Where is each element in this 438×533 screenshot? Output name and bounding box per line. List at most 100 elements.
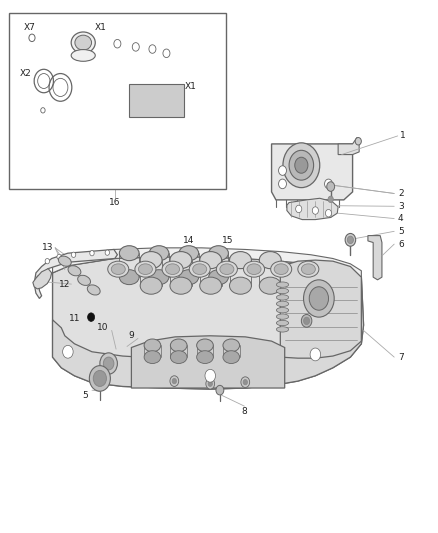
Ellipse shape — [140, 252, 162, 269]
Circle shape — [88, 313, 95, 321]
Text: 4: 4 — [398, 214, 403, 223]
Ellipse shape — [298, 261, 319, 277]
Ellipse shape — [189, 261, 210, 277]
Text: 16: 16 — [109, 198, 120, 207]
Ellipse shape — [230, 252, 251, 269]
Ellipse shape — [58, 256, 71, 266]
Ellipse shape — [223, 351, 240, 364]
Polygon shape — [53, 257, 364, 389]
Circle shape — [45, 259, 49, 264]
Text: 1: 1 — [400, 132, 406, 140]
Circle shape — [100, 353, 117, 374]
Ellipse shape — [301, 264, 315, 274]
Ellipse shape — [230, 277, 251, 294]
Polygon shape — [95, 31, 183, 77]
Circle shape — [279, 179, 286, 189]
Circle shape — [327, 182, 335, 191]
Ellipse shape — [144, 351, 161, 364]
Ellipse shape — [119, 246, 139, 261]
Ellipse shape — [68, 265, 81, 276]
Circle shape — [304, 280, 334, 317]
Circle shape — [57, 254, 61, 260]
Ellipse shape — [135, 261, 156, 277]
Polygon shape — [53, 277, 364, 389]
Ellipse shape — [149, 246, 169, 261]
Circle shape — [301, 314, 312, 327]
Ellipse shape — [247, 264, 261, 274]
Circle shape — [103, 357, 114, 370]
Circle shape — [170, 376, 179, 386]
Ellipse shape — [170, 277, 192, 294]
Circle shape — [355, 138, 361, 145]
Ellipse shape — [197, 351, 213, 364]
Circle shape — [283, 143, 320, 188]
Circle shape — [205, 369, 215, 382]
Circle shape — [71, 252, 76, 257]
Polygon shape — [33, 269, 52, 289]
Ellipse shape — [119, 270, 139, 285]
Ellipse shape — [193, 264, 207, 274]
Ellipse shape — [75, 35, 92, 50]
Ellipse shape — [276, 295, 289, 300]
Ellipse shape — [200, 277, 222, 294]
Ellipse shape — [223, 339, 240, 352]
Ellipse shape — [276, 301, 289, 306]
Ellipse shape — [166, 264, 180, 274]
Text: 6: 6 — [398, 240, 404, 248]
Ellipse shape — [276, 320, 289, 326]
Ellipse shape — [259, 277, 281, 294]
Circle shape — [309, 287, 328, 310]
Circle shape — [36, 275, 45, 286]
Circle shape — [345, 233, 356, 246]
Bar — [9, 13, 226, 189]
Circle shape — [241, 377, 250, 387]
Circle shape — [304, 317, 310, 325]
Ellipse shape — [209, 270, 229, 285]
Ellipse shape — [276, 314, 289, 319]
Polygon shape — [131, 336, 285, 388]
Ellipse shape — [220, 264, 234, 274]
Text: 15: 15 — [222, 237, 233, 245]
Polygon shape — [287, 198, 338, 220]
Circle shape — [295, 157, 308, 173]
Circle shape — [347, 236, 353, 244]
Ellipse shape — [276, 308, 289, 313]
Text: 14: 14 — [183, 237, 194, 245]
Ellipse shape — [276, 327, 289, 332]
Text: X1: X1 — [95, 23, 107, 32]
Polygon shape — [338, 138, 359, 155]
Ellipse shape — [138, 264, 152, 274]
Ellipse shape — [162, 261, 183, 277]
Circle shape — [296, 205, 302, 213]
Circle shape — [172, 378, 177, 384]
Circle shape — [206, 378, 215, 389]
Text: 12: 12 — [59, 280, 71, 288]
Circle shape — [325, 209, 332, 217]
Ellipse shape — [271, 261, 292, 277]
Text: 3: 3 — [398, 202, 404, 211]
Ellipse shape — [170, 339, 187, 352]
Ellipse shape — [179, 246, 198, 261]
Ellipse shape — [216, 261, 237, 277]
Ellipse shape — [87, 285, 100, 295]
Circle shape — [243, 379, 247, 385]
Ellipse shape — [259, 252, 281, 269]
Text: 7: 7 — [398, 353, 404, 361]
Ellipse shape — [170, 252, 192, 269]
Circle shape — [289, 150, 314, 180]
Polygon shape — [368, 236, 382, 280]
Polygon shape — [280, 260, 361, 358]
Ellipse shape — [200, 252, 222, 269]
Ellipse shape — [149, 270, 169, 285]
Ellipse shape — [111, 264, 125, 274]
Polygon shape — [34, 103, 52, 118]
Text: X2: X2 — [20, 69, 31, 78]
Ellipse shape — [78, 275, 91, 286]
Text: 5: 5 — [82, 391, 88, 400]
Ellipse shape — [276, 282, 289, 287]
Ellipse shape — [170, 351, 187, 364]
Ellipse shape — [209, 246, 229, 261]
Circle shape — [279, 166, 286, 175]
Polygon shape — [272, 144, 353, 200]
Circle shape — [310, 348, 321, 361]
